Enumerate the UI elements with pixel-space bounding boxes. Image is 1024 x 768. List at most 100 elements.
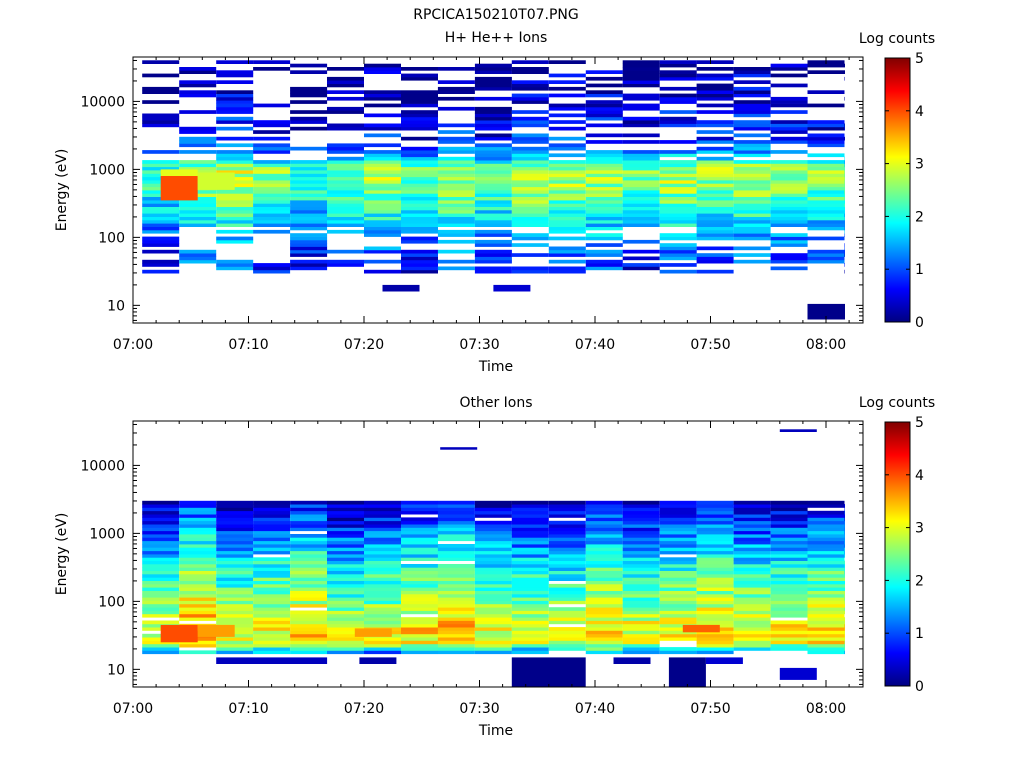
spectrogram-cell xyxy=(364,96,401,101)
spectrogram-cell xyxy=(511,83,549,88)
spectrogram-cell xyxy=(437,537,475,542)
spectrogram-cell xyxy=(179,93,217,98)
spectrogram-cell xyxy=(364,219,401,224)
spectrogram-cell xyxy=(401,537,438,542)
spectrogram-cell xyxy=(401,554,438,558)
spectrogram-cell xyxy=(437,627,475,631)
x-axis-label: Time xyxy=(478,359,513,375)
spectrogram-cell xyxy=(401,190,438,194)
spectrogram-cell xyxy=(733,153,771,158)
spectrogram-cell xyxy=(585,500,623,505)
spectrogram-cell xyxy=(770,640,808,645)
spectrogram-cell xyxy=(253,597,291,601)
spectrogram-cell xyxy=(659,650,697,655)
spectrogram-cell xyxy=(474,610,512,615)
spectrogram-cell xyxy=(696,163,734,168)
spectrogram-cell xyxy=(401,216,438,221)
spectrogram-cell xyxy=(548,647,586,651)
spectrogram-cell xyxy=(548,570,586,575)
spectrogram-cell xyxy=(844,223,845,227)
spectrogram-cell xyxy=(585,537,623,542)
spectrogram-cell xyxy=(585,249,623,254)
spectrogram-cell xyxy=(585,574,623,578)
spectrogram-cell xyxy=(659,603,697,608)
spectrogram-cell xyxy=(807,163,845,168)
spectrogram-cell xyxy=(668,657,706,687)
spectrogram-cell xyxy=(844,590,845,595)
spectrogram-cell xyxy=(216,540,254,545)
spectrogram-cell xyxy=(622,263,660,267)
spectrogram-cell xyxy=(401,263,438,267)
spectrogram-cell xyxy=(401,103,438,108)
spectrogram-cell xyxy=(179,570,217,575)
spectrogram-cell xyxy=(216,504,254,508)
spectrogram-cell xyxy=(364,600,401,605)
spectrogram-cell xyxy=(770,577,808,581)
spectrogram-cell xyxy=(696,520,734,525)
spectrogram-cell xyxy=(807,253,845,257)
spectrogram-cell xyxy=(844,587,845,591)
spectrogram-cell xyxy=(474,196,512,201)
spectrogram-cell xyxy=(364,223,401,227)
spectrogram-cell xyxy=(622,186,660,191)
spectrogram-cell xyxy=(474,67,512,71)
spectrogram-cell xyxy=(548,564,586,568)
spectrogram-cell xyxy=(622,213,660,217)
spectrogram-cell xyxy=(622,627,660,631)
spectrogram-cell xyxy=(290,510,328,515)
spectrogram-cell xyxy=(401,166,438,171)
spectrogram-cell xyxy=(327,213,364,217)
spectrogram-cell xyxy=(179,223,217,227)
spectrogram-cell xyxy=(548,173,586,178)
spectrogram-cell xyxy=(474,617,512,621)
spectrogram-cell xyxy=(290,176,328,181)
spectrogram-cell xyxy=(844,216,845,221)
spectrogram-cell xyxy=(364,593,401,598)
spectrogram-cell xyxy=(770,544,808,548)
spectrogram-cell xyxy=(401,173,438,178)
spectrogram-cell xyxy=(364,103,401,108)
spectrogram-cell xyxy=(622,93,660,98)
spectrogram-cell xyxy=(585,517,623,522)
spectrogram-cell xyxy=(290,603,328,608)
spectrogram-cell xyxy=(659,246,697,251)
spectrogram-cell xyxy=(585,567,623,571)
spectrogram-cell xyxy=(401,163,438,168)
spectrogram-cell xyxy=(253,600,291,605)
spectrogram-cell xyxy=(216,567,254,571)
spectrogram-cell xyxy=(401,547,438,552)
spectrogram-cell xyxy=(548,630,586,635)
spectrogram-cell xyxy=(733,623,771,628)
spectrogram-cell xyxy=(659,617,697,621)
spectrogram-cell xyxy=(401,603,438,608)
spectrogram-cell xyxy=(327,259,364,264)
spectrogram-cell xyxy=(327,500,364,505)
axis-ticks: 07:00 07:10 07:20 07:30 07:40 07:50 08:0010100… xyxy=(80,57,863,353)
spectrogram-cell xyxy=(807,510,845,515)
spectrogram-cell xyxy=(622,603,660,608)
spectrogram-cell xyxy=(216,100,254,104)
spectrogram-cell xyxy=(290,630,328,635)
spectrogram-cell xyxy=(364,93,401,98)
spectrogram-cell xyxy=(511,133,549,138)
spectrogram-cell xyxy=(253,186,291,191)
spectrogram-cell xyxy=(733,524,771,528)
spectrogram-cell xyxy=(807,133,845,138)
spectrogram-cell xyxy=(179,209,217,214)
spectrogram-cell xyxy=(474,583,512,588)
spectrogram-cell xyxy=(733,534,771,538)
spectrogram-cell xyxy=(142,544,180,548)
spectrogram-cell xyxy=(844,243,845,247)
spectrogram-cell xyxy=(696,120,734,124)
spectrogram-cell xyxy=(401,633,438,638)
spectrogram-cell xyxy=(770,170,808,174)
spectrogram-cell xyxy=(511,550,549,555)
spectrogram-cell xyxy=(142,73,180,78)
spectrogram-cell xyxy=(474,193,512,197)
spectrogram-cell xyxy=(253,263,291,267)
spectrogram-cell xyxy=(511,120,549,124)
spectrogram-cell xyxy=(844,70,845,74)
spectrogram-cell xyxy=(401,627,438,631)
spectrogram-cell xyxy=(179,550,217,555)
spectrogram-cell xyxy=(179,590,217,595)
